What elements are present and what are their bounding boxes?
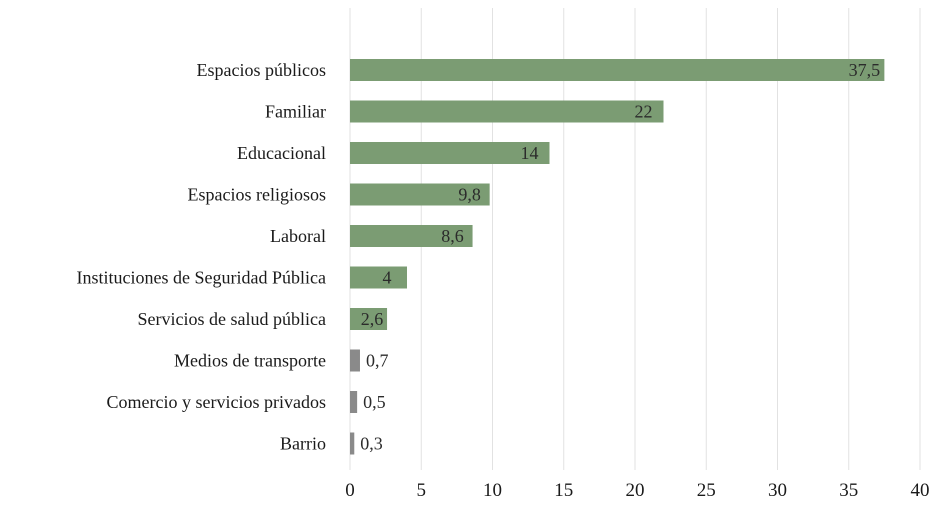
- bar: [350, 100, 664, 123]
- x-tick-label: 10: [483, 480, 502, 501]
- gridlines: [349, 8, 921, 470]
- x-axis-tick-labels: 0 5 10 15 20 25 30 35 40: [345, 480, 929, 501]
- x-tick-label: 40: [911, 480, 930, 501]
- bar: [350, 266, 407, 289]
- x-tick-label: 35: [839, 480, 858, 501]
- category-label: Medios de transporte: [174, 351, 326, 371]
- data-label: 9,8: [458, 185, 481, 205]
- bar: [350, 59, 885, 81]
- category-label: Comercio y servicios privados: [107, 392, 326, 412]
- category-label: Laboral: [270, 226, 326, 246]
- bar: [350, 142, 550, 164]
- category-label: Familiar: [265, 102, 326, 122]
- x-tick-label: 20: [626, 480, 645, 501]
- category-label: Instituciones de Seguridad Pública: [77, 268, 326, 288]
- category-labels: Espacios públicos Familiar Educacional Espa…: [77, 60, 326, 454]
- x-tick-label: 0: [345, 480, 355, 501]
- bar: [350, 349, 360, 372]
- bar: [350, 225, 473, 247]
- category-label: Espacios religiosos: [188, 185, 326, 205]
- data-label: 22: [635, 102, 653, 122]
- data-label: 2,6: [361, 309, 384, 329]
- bar: [350, 308, 388, 330]
- x-tick-label: 15: [554, 480, 573, 501]
- data-labels: 37,5 22 14 9,8 8,6 4 2,6 0,7 0,5 0,3: [360, 60, 880, 454]
- bars: [350, 59, 885, 455]
- x-tick-label: 25: [697, 480, 716, 501]
- bar: [350, 183, 490, 206]
- category-label: Espacios públicos: [197, 60, 326, 80]
- category-label: Barrio: [280, 434, 326, 454]
- data-label: 37,5: [849, 60, 881, 80]
- data-label: 4: [383, 268, 392, 288]
- data-label: 8,6: [441, 226, 464, 246]
- category-label: Servicios de salud pública: [138, 309, 326, 329]
- bar: [350, 391, 358, 413]
- data-label: 0,3: [360, 434, 383, 454]
- data-label: 14: [521, 143, 539, 163]
- category-label: Educacional: [237, 143, 326, 163]
- data-label: 0,7: [366, 351, 389, 371]
- data-label: 0,5: [363, 392, 386, 412]
- x-tick-label: 30: [768, 480, 787, 501]
- bar: [350, 432, 355, 455]
- x-tick-label: 5: [417, 480, 427, 501]
